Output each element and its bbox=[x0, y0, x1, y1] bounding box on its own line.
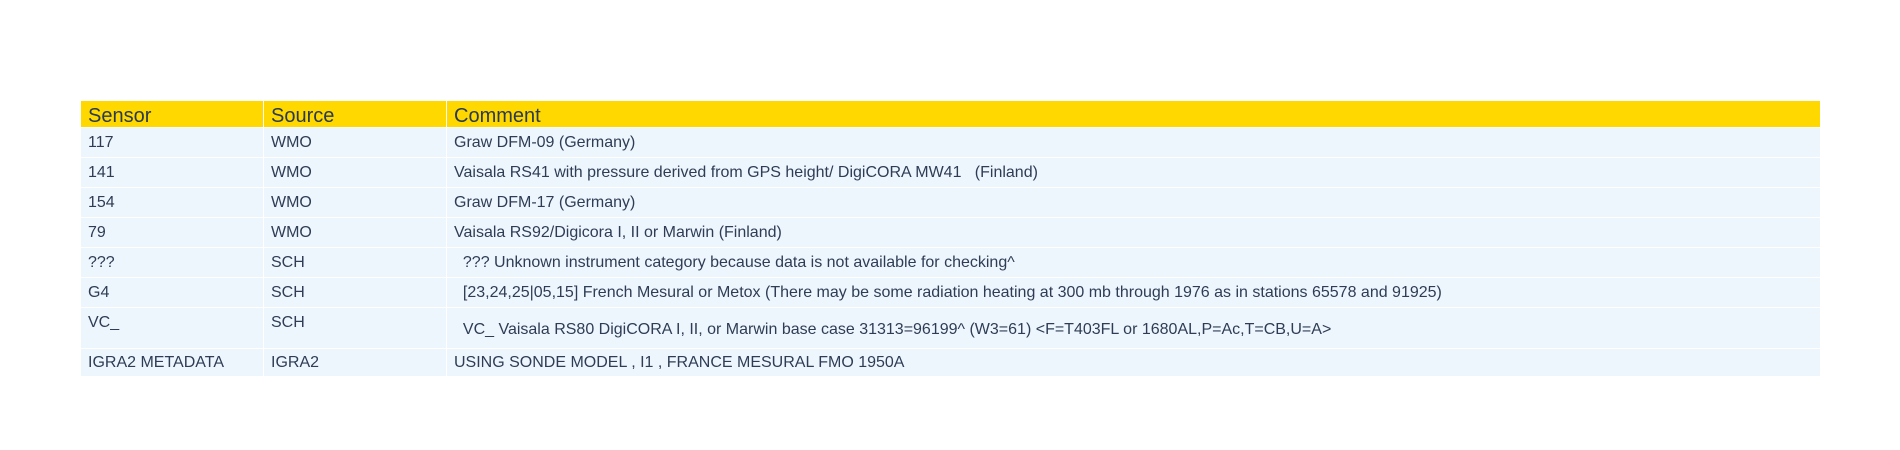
sensor-cell: 141 bbox=[81, 158, 263, 187]
column-header-sensor: Sensor bbox=[81, 101, 263, 127]
table-row: ??? SCH ??? Unknown instrument category … bbox=[81, 248, 1820, 277]
table-row: 79 WMO Vaisala RS92/Digicora I, II or Ma… bbox=[81, 218, 1820, 247]
column-header-source: Source bbox=[264, 101, 446, 127]
comment-cell: VC_ Vaisala RS80 DigiCORA I, II, or Marw… bbox=[447, 308, 1820, 348]
comment-cell: Graw DFM-17 (Germany) bbox=[447, 188, 1820, 217]
sensor-cell: G4 bbox=[81, 278, 263, 307]
source-cell: WMO bbox=[264, 128, 446, 157]
sensor-cell: 154 bbox=[81, 188, 263, 217]
comment-cell: ??? Unknown instrument category because … bbox=[447, 248, 1820, 277]
table-row: VC_ SCH VC_ Vaisala RS80 DigiCORA I, II,… bbox=[81, 308, 1820, 348]
table-header-row: Sensor Source Comment bbox=[81, 101, 1820, 127]
table-row: G4 SCH [23,24,25|05,15] French Mesural o… bbox=[81, 278, 1820, 307]
sensor-cell: VC_ bbox=[81, 308, 263, 348]
comment-cell: Vaisala RS92/Digicora I, II or Marwin (F… bbox=[447, 218, 1820, 247]
sensor-cell: 79 bbox=[81, 218, 263, 247]
source-cell: WMO bbox=[264, 218, 446, 247]
sensor-cell: IGRA2 METADATA bbox=[81, 349, 263, 376]
sensor-metadata-table: Sensor Source Comment 117 WMO Graw DFM-0… bbox=[80, 100, 1821, 377]
comment-cell: Graw DFM-09 (Germany) bbox=[447, 128, 1820, 157]
table-row: 154 WMO Graw DFM-17 (Germany) bbox=[81, 188, 1820, 217]
source-cell: SCH bbox=[264, 278, 446, 307]
comment-cell: Vaisala RS41 with pressure derived from … bbox=[447, 158, 1820, 187]
source-cell: SCH bbox=[264, 248, 446, 277]
source-cell: WMO bbox=[264, 188, 446, 217]
source-cell: SCH bbox=[264, 308, 446, 348]
sensor-cell: ??? bbox=[81, 248, 263, 277]
column-header-comment: Comment bbox=[447, 101, 1820, 127]
source-cell: WMO bbox=[264, 158, 446, 187]
source-cell: IGRA2 bbox=[264, 349, 446, 376]
comment-cell: USING SONDE MODEL , I1 , FRANCE MESURAL … bbox=[447, 349, 1820, 376]
table-row: 117 WMO Graw DFM-09 (Germany) bbox=[81, 128, 1820, 157]
comment-cell: [23,24,25|05,15] French Mesural or Metox… bbox=[447, 278, 1820, 307]
sensor-cell: 117 bbox=[81, 128, 263, 157]
table-row: 141 WMO Vaisala RS41 with pressure deriv… bbox=[81, 158, 1820, 187]
sensor-metadata-table-container: Sensor Source Comment 117 WMO Graw DFM-0… bbox=[81, 101, 1822, 376]
table-row: IGRA2 METADATA IGRA2 USING SONDE MODEL ,… bbox=[81, 349, 1820, 376]
